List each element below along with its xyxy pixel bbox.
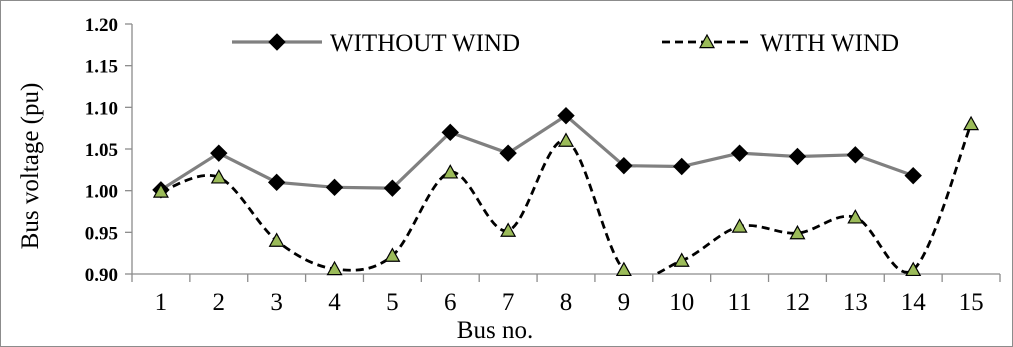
axes [125,23,1001,282]
x-axis-title: Bus no. [457,317,533,344]
data-point [615,156,633,175]
x-tick-label: 10 [669,289,694,316]
data-point [268,232,285,247]
x-tick-label: 14 [901,289,927,316]
data-point [905,261,922,277]
data-point [673,157,691,176]
legend-label: WITH WIND [760,30,899,57]
y-tick-label: 1.15 [85,57,118,78]
y-tick-label: 1.05 [85,140,118,161]
y-tick-label: 1.00 [85,182,118,203]
x-tick-label: 7 [502,289,515,316]
x-tick-label: 2 [213,289,226,316]
legend-entry: WITHOUT WIND [232,30,520,57]
data-point [730,144,749,162]
series-line [160,123,973,274]
x-tick-label: 15 [959,289,984,316]
y-tick-label: 1.10 [85,98,118,119]
y-tick-label: 0.95 [85,223,118,244]
data-point [731,218,748,233]
series-without-wind [152,106,922,199]
data-point [441,123,459,142]
data-point [557,132,575,147]
x-tick-label: 4 [328,289,341,316]
series-line [160,113,914,192]
data-point [267,173,286,192]
x-tick-label: 5 [386,289,399,316]
y-tick-label: 1.20 [85,15,118,36]
data-point [384,247,401,262]
data-point [615,261,632,277]
legend: WITHOUT WIND WITH WIND [232,30,899,57]
data-point [500,222,517,237]
data-point [673,252,690,267]
x-tick-labels: 1 2 3 4 5 6 7 8 9 10 11 12 13 14 15 [155,289,984,316]
x-tick-label: 8 [560,289,573,316]
data-point [325,178,344,197]
y-axis-title: Bus voltage (pu) [17,83,44,250]
data-point [210,169,227,184]
y-tick-label: 0.90 [85,265,118,286]
data-point [788,147,807,166]
x-tick-label: 12 [785,289,810,316]
data-point [442,164,459,179]
data-point [846,146,865,164]
data-point [847,209,864,224]
x-tick-label: 1 [155,289,168,316]
data-point [904,166,922,185]
x-tick-label: 3 [270,289,283,316]
legend-entry: WITH WIND [662,30,899,57]
data-point [383,179,402,197]
series-layer [152,106,980,277]
data-point [557,106,575,125]
data-point [210,144,228,162]
series-with-wind [152,115,980,277]
y-tick-labels: 0.90 0.95 1.00 1.05 1.10 1.15 1.20 [85,15,118,286]
data-point [152,183,169,198]
data-point [499,144,517,162]
data-point [789,224,806,240]
x-tick-label: 11 [728,289,752,316]
x-tick-label: 6 [444,289,457,316]
x-tick-label: 13 [843,289,868,316]
legend-marker [268,33,286,51]
x-tick-label: 9 [618,289,631,316]
data-point [326,260,343,276]
legend-marker [698,33,716,49]
data-point [963,115,980,131]
legend-label: WITHOUT WIND [330,30,520,57]
